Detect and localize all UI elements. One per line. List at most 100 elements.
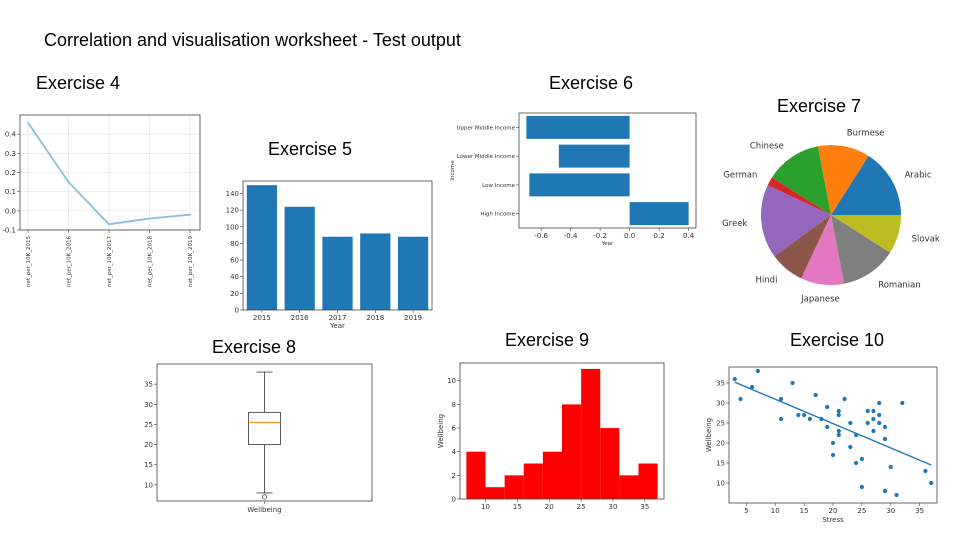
pie-slice: [831, 155, 901, 215]
pie-slice-label: Chinese: [750, 142, 784, 152]
scatter-point: [929, 480, 934, 486]
data-point: [148, 217, 151, 220]
box: [248, 411, 281, 445]
scatter-point: [854, 460, 859, 466]
bar: [246, 185, 278, 310]
y-axis-label: Wellbeing: [437, 414, 445, 448]
bar: [529, 173, 630, 197]
y-axis-label: Wellbeing: [705, 418, 713, 452]
scatter-point: [894, 492, 899, 498]
pie-slice-label: Slovak: [912, 234, 940, 244]
data-point: [27, 121, 29, 124]
y-tick-label: 25: [716, 420, 725, 428]
pie-slice-label: Hindi: [756, 276, 778, 286]
scatter-point: [882, 424, 888, 430]
histogram-bar: [600, 428, 620, 499]
plot-frame: [459, 362, 665, 500]
x-tick-label: 10: [481, 503, 490, 511]
scatter-point: [877, 412, 882, 418]
y-tick-label: High Income: [480, 212, 515, 218]
x-tick-label: net_per_10K_2019: [188, 236, 194, 288]
y-tick-label: 30: [716, 400, 725, 408]
pie-slice: [817, 145, 869, 215]
scatter-point: [865, 420, 870, 426]
plot-frame: [242, 180, 433, 311]
bar: [397, 236, 429, 310]
bar: [284, 206, 315, 310]
scatter-point: [778, 396, 784, 402]
x-tick-label: 25: [857, 507, 866, 515]
scatter-point: [813, 392, 818, 398]
scatter-point: [778, 416, 784, 422]
scatter-point: [882, 488, 888, 494]
histogram-bar: [542, 451, 562, 499]
histogram-bar: [619, 475, 639, 499]
scatter-point: [836, 432, 841, 438]
scatter-point: [871, 428, 876, 434]
scatter-point: [790, 380, 795, 386]
pie-slice: [774, 215, 831, 279]
scatter-point: [842, 396, 847, 402]
x-tick-label: 0.4: [683, 232, 695, 240]
x-tick-label: 15: [800, 507, 809, 515]
histogram-bar: [466, 451, 486, 499]
y-tick-label: 0.4: [5, 131, 17, 139]
y-tick-label: 35: [144, 381, 153, 389]
scatter-point: [882, 436, 888, 442]
pie-slice-label: Arabic: [905, 171, 932, 181]
x-tick-label: 25: [577, 503, 586, 511]
x-tick-label: 2015: [253, 314, 271, 322]
scatter-point: [900, 400, 905, 406]
x-tick-label: 2017: [329, 314, 347, 322]
y-tick-label: 140: [226, 190, 239, 198]
x-tick-label: -0.4: [564, 232, 578, 240]
x-tick-label: 15: [513, 503, 522, 511]
data-point: [67, 181, 70, 183]
x-tick-label: 35: [915, 507, 924, 515]
y-tick-label: 20: [716, 440, 725, 448]
y-tick-label: 20: [230, 290, 239, 298]
x-axis-label: Year: [601, 241, 614, 247]
scatter-point: [888, 464, 893, 470]
scatter-point: [750, 384, 755, 390]
x-tick-label: 10: [771, 507, 780, 515]
scatter-point: [830, 440, 836, 446]
y-tick-label: 6: [452, 425, 457, 433]
data-point: [189, 213, 191, 216]
x-tick-label: 30: [609, 503, 618, 511]
bar: [322, 236, 353, 310]
scatter-point: [796, 412, 801, 418]
histogram-bar: [581, 368, 601, 499]
y-tick-label: 10: [447, 377, 456, 385]
scatter-point: [859, 456, 864, 462]
y-tick-label: 40: [230, 273, 239, 281]
histogram-bar: [504, 475, 524, 499]
scatter-point: [877, 420, 882, 426]
bar: [360, 233, 391, 310]
x-tick-label: -0.2: [593, 232, 607, 240]
y-tick-label: 120: [226, 207, 239, 215]
scatter-point: [859, 484, 864, 490]
y-tick-label: 4: [452, 448, 457, 456]
y-tick-label: 100: [226, 223, 239, 231]
scatter-point: [830, 452, 836, 458]
plot-frame: [518, 112, 697, 229]
x-tick-label: 2018: [366, 314, 384, 322]
scatter-point: [848, 444, 853, 450]
y-tick-label: 2: [452, 472, 456, 480]
x-axis-label: Year: [329, 322, 345, 330]
y-tick-label: 15: [716, 460, 725, 468]
y-tick-label: -0.1: [2, 227, 16, 235]
x-tick-label: 0.0: [624, 232, 635, 240]
outlier-point: [261, 494, 268, 500]
x-tick-label: net_per_10K_2015: [26, 236, 32, 288]
y-tick-label: 80: [230, 240, 239, 248]
pie-slice-label: Burmese: [847, 128, 885, 138]
pie-slice: [801, 215, 845, 285]
y-tick-label: 35: [716, 380, 725, 388]
exercise-9-title: Exercise 9: [505, 330, 590, 350]
scatter-point: [836, 408, 841, 414]
